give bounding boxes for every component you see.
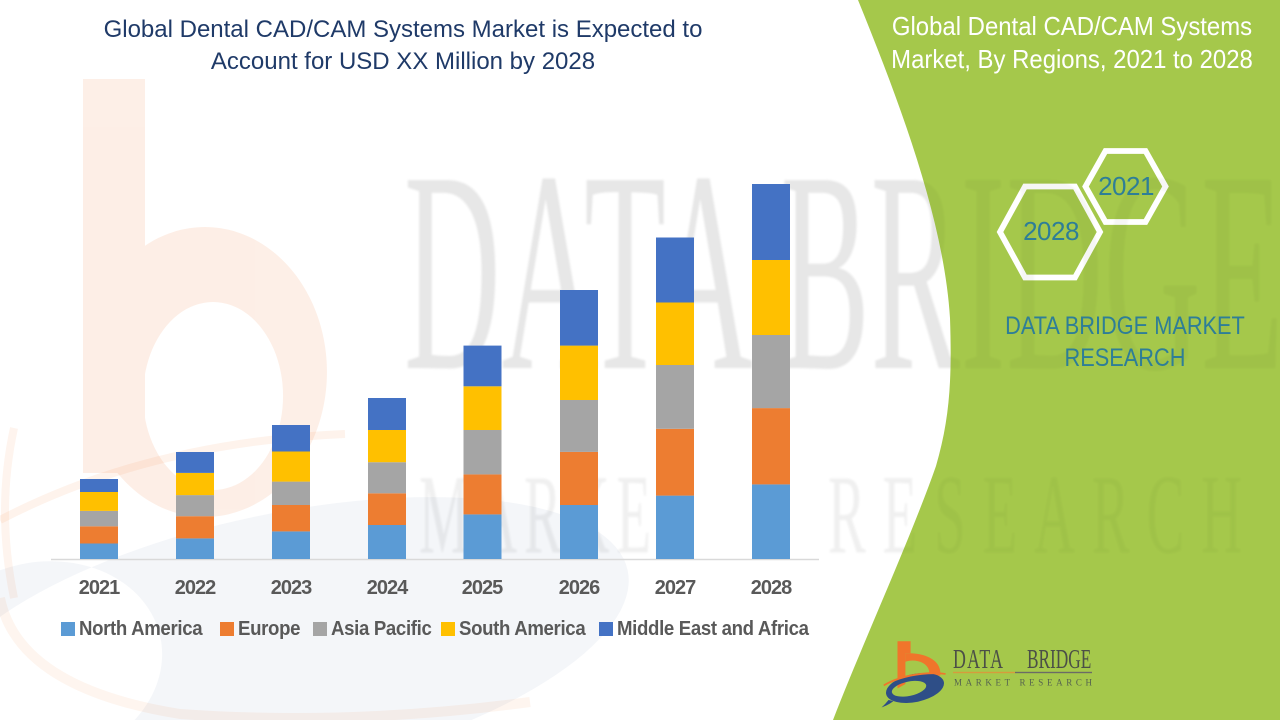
svg-text:BRIDGE: BRIDGE	[1027, 644, 1091, 674]
svg-text:MARKET RESEARCH: MARKET RESEARCH	[954, 678, 1093, 688]
svg-text:DATA: DATA	[953, 644, 1004, 674]
